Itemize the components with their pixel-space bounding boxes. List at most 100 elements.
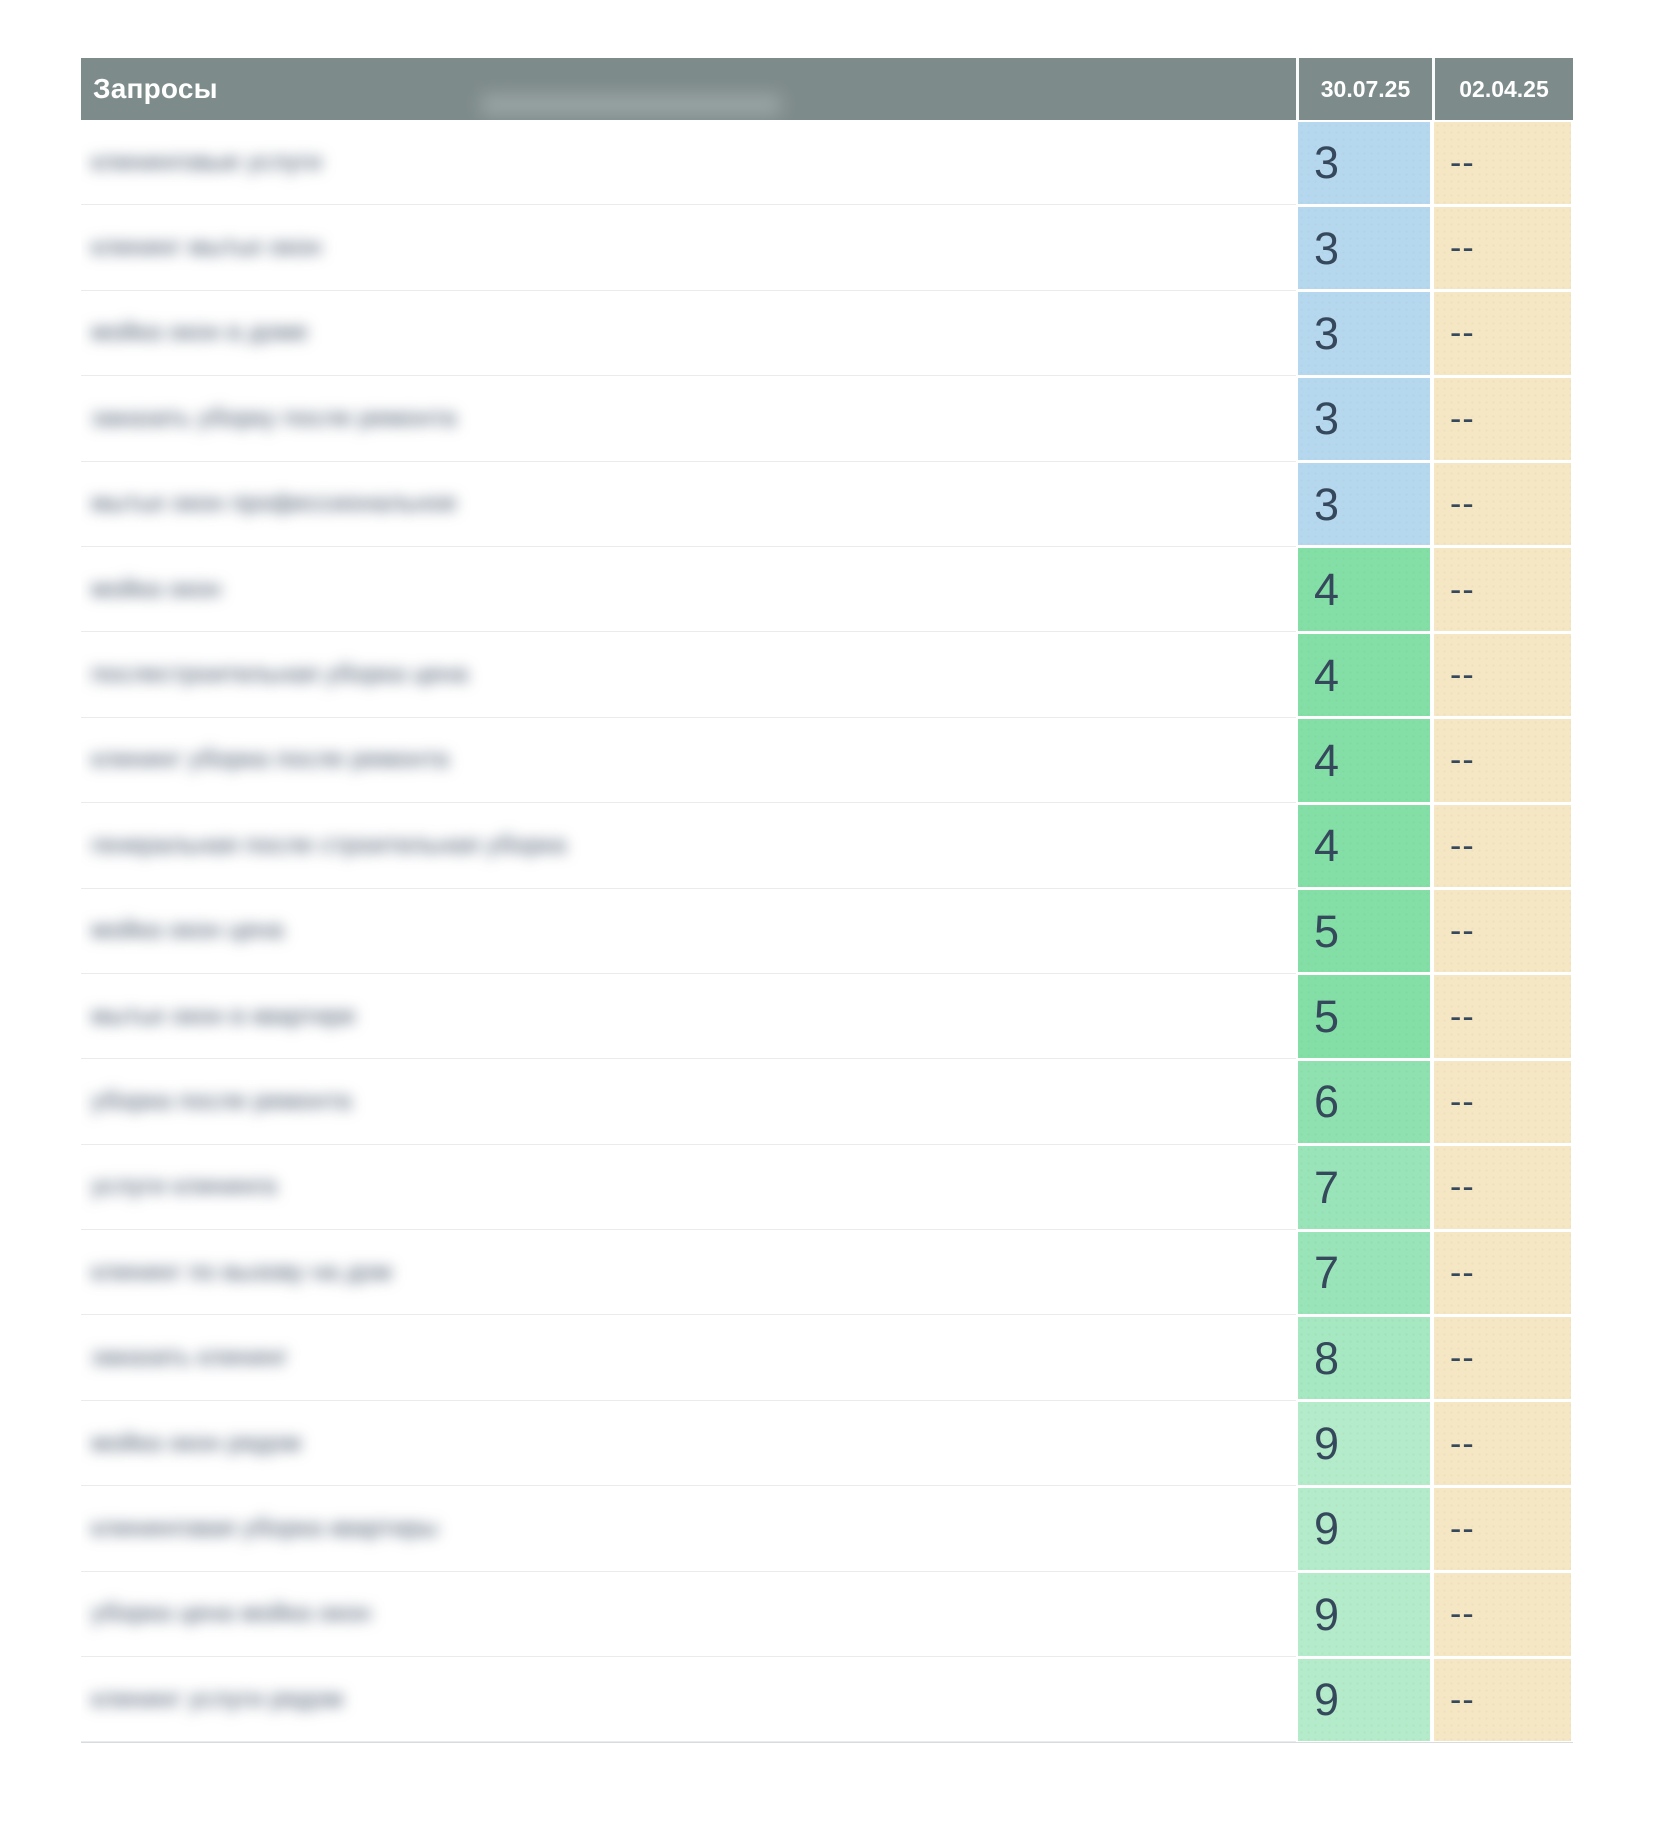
rank-cell: 4 [1296,632,1432,718]
query-cell[interactable]: уборка после ремонта [81,1059,1296,1145]
query-cell[interactable]: услуги клининга [81,1144,1296,1231]
previous-rank-cell: -- [1432,632,1573,718]
query-cell[interactable]: клининг мытье окон [81,205,1296,291]
previous-rank-cell: -- [1432,888,1573,974]
rank-value: 8 [1298,1316,1430,1400]
rank-cell: 9 [1296,1571,1432,1658]
query-text: уборка после ремонта [91,1086,352,1115]
previous-rank-value: -- [1434,1402,1571,1485]
query-cell[interactable]: мытье окон в квартире [81,973,1296,1060]
rank-value: 9 [1298,1402,1430,1485]
previous-rank-value: -- [1434,121,1571,204]
previous-rank-cell: -- [1432,1230,1573,1316]
rank-cell: 9 [1296,1486,1432,1572]
queries-column-header[interactable]: Запросы [81,58,1296,120]
rank-value: 3 [1298,377,1430,461]
rank-cell: 4 [1296,546,1432,633]
date-column-label-2: 02.04.25 [1459,75,1549,102]
query-text: послестроительная уборка цена [91,660,469,689]
query-text: генеральная после строительная уборка [91,830,567,859]
previous-rank-value: -- [1434,1487,1571,1571]
query-cell[interactable]: клининг по вызову на дом [81,1230,1296,1316]
query-cell[interactable]: мойка окон цена [81,888,1296,974]
date-column-header-1[interactable]: 30.07.25 [1296,58,1432,120]
rank-value: 4 [1298,548,1430,631]
previous-rank-cell: -- [1432,1657,1573,1743]
rank-value: 5 [1298,975,1430,1058]
previous-rank-cell: -- [1432,803,1573,889]
rank-cell: 6 [1296,1059,1432,1145]
query-cell[interactable]: заказать клининг [81,1315,1296,1401]
date-column-label-1: 30.07.25 [1320,75,1411,102]
previous-rank-value: -- [1434,890,1571,973]
rank-cell: 8 [1296,1315,1432,1401]
previous-rank-value: -- [1434,719,1571,802]
previous-rank-value: -- [1434,1573,1571,1656]
query-text: услуги клининга [91,1172,277,1201]
query-cell[interactable]: мытье окон профессиональное [81,461,1296,547]
query-cell[interactable]: мойка окон в доме [81,290,1296,377]
previous-rank-value: -- [1434,1060,1571,1144]
query-cell[interactable]: клининговые услуги [81,120,1296,206]
query-text: мытье окон в квартире [91,1001,356,1030]
previous-rank-value: -- [1434,292,1571,375]
rank-cell: 3 [1296,376,1432,462]
query-text: мытье окон профессиональное [91,489,457,518]
previous-rank-value: -- [1434,633,1571,717]
query-text: клининг по вызову на дом [91,1257,392,1286]
rank-value: 7 [1298,1231,1430,1314]
rank-value: 4 [1298,804,1430,888]
rank-cell: 3 [1296,461,1432,547]
previous-rank-cell: -- [1432,1400,1573,1487]
previous-rank-value: -- [1434,206,1571,290]
previous-rank-cell: -- [1432,1059,1573,1145]
rank-cell: 4 [1296,803,1432,889]
query-cell[interactable]: клининговая уборка квартиры [81,1486,1296,1572]
rank-cell: 9 [1296,1400,1432,1487]
query-cell[interactable]: послестроительная уборка цена [81,632,1296,718]
query-cell[interactable]: мойка окон рядом [81,1400,1296,1487]
rank-value: 9 [1298,1487,1430,1571]
query-text: клининг уборка после ремонта [91,745,449,774]
query-text: мойка окон [91,574,222,603]
rank-value: 9 [1298,1573,1430,1656]
query-text: мойка окон цена [91,916,284,945]
rank-value: 6 [1298,1060,1430,1144]
query-text: уборка цена мойка окон [91,1599,372,1628]
query-text: мойка окон в доме [91,318,308,347]
previous-rank-value: -- [1434,1658,1571,1741]
rank-cell: 4 [1296,717,1432,804]
rank-value: 3 [1298,206,1430,290]
query-text: заказать уборку после ремонта [91,403,457,432]
previous-rank-value: -- [1434,1231,1571,1314]
rank-value: 7 [1298,1146,1430,1229]
query-cell[interactable]: клининг уборка после ремонта [81,717,1296,804]
rank-cell: 5 [1296,888,1432,974]
previous-rank-cell: -- [1432,1571,1573,1658]
previous-rank-cell: -- [1432,461,1573,547]
query-cell[interactable]: клининг услуги рядом [81,1657,1296,1743]
previous-rank-cell: -- [1432,973,1573,1060]
previous-rank-cell: -- [1432,717,1573,804]
rank-cell: 5 [1296,973,1432,1060]
rank-value: 9 [1298,1658,1430,1741]
query-cell[interactable]: уборка цена мойка окон [81,1571,1296,1658]
header-blur-artifact [481,94,781,116]
query-cell[interactable]: генеральная после строительная уборка [81,803,1296,889]
rank-cell: 7 [1296,1144,1432,1231]
previous-rank-cell: -- [1432,1315,1573,1401]
query-cell[interactable]: мойка окон [81,546,1296,633]
query-cell[interactable]: заказать уборку после ремонта [81,376,1296,462]
previous-rank-cell: -- [1432,205,1573,291]
date-column-header-2[interactable]: 02.04.25 [1432,58,1573,120]
previous-rank-cell: -- [1432,120,1573,206]
rank-value: 3 [1298,292,1430,375]
rank-value: 3 [1298,121,1430,204]
rank-table: Запросы 30.07.25 02.04.25 клининговые ус… [81,58,1573,1744]
rank-cell: 3 [1296,290,1432,377]
rank-cell: 3 [1296,205,1432,291]
previous-rank-cell: -- [1432,546,1573,633]
rank-value: 4 [1298,719,1430,802]
query-text: мойка окон рядом [91,1428,302,1457]
